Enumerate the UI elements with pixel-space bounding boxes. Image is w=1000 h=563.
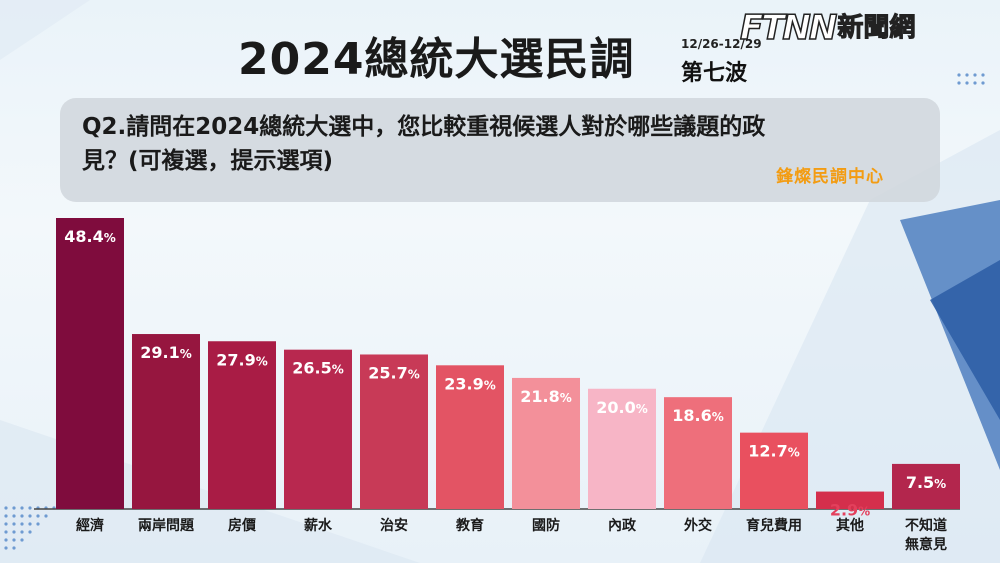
survey-wave: 第七波 — [681, 61, 748, 86]
ftnn-logo: FTNN 新聞網 — [739, 8, 916, 48]
bar — [664, 397, 732, 509]
category-label: 內政 — [608, 517, 637, 534]
value-label: 27.9% — [216, 350, 268, 369]
bar — [816, 491, 884, 509]
value-label: 2.9% — [830, 501, 870, 520]
value-label: 29.1% — [140, 343, 192, 362]
source-label: 鋒燦民調中心 — [776, 167, 884, 187]
category-label: 治安 — [380, 517, 408, 534]
bar — [208, 341, 276, 509]
question-line-1: Q2.請問在2024總統大選中，您比較重視候選人對於哪些議題的政 — [82, 114, 766, 140]
value-label: 7.5% — [906, 473, 946, 492]
value-label: 20.0% — [596, 398, 648, 417]
value-label: 18.6% — [672, 406, 724, 425]
category-label: 薪水 — [304, 517, 333, 534]
category-label: 房價 — [228, 517, 257, 534]
value-label: 21.8% — [520, 387, 572, 406]
value-label: 25.7% — [368, 363, 420, 382]
category-label: 教育 — [456, 517, 484, 534]
value-label: 48.4% — [64, 227, 116, 246]
bar — [740, 432, 808, 509]
page-title: 2024總統大選民調 — [238, 34, 635, 85]
dot-pattern-right — [957, 73, 985, 85]
category-label: 外交 — [684, 517, 712, 534]
bar — [132, 334, 200, 509]
dot-pattern-left — [4, 506, 56, 550]
question-text: Q2.請問在2024總統大選中，您比較重視候選人對於哪些議題的政 見？(可複選，… — [82, 110, 922, 178]
value-label: 23.9% — [444, 374, 496, 393]
category-label: 育兒費用 — [746, 517, 802, 534]
question-line-2: 見？(可複選，提示選項) — [82, 148, 334, 174]
bar — [892, 463, 960, 509]
survey-date: 12/26-12/29 — [681, 37, 762, 51]
bar — [360, 354, 428, 509]
bar — [588, 388, 656, 509]
bar — [284, 349, 352, 509]
category-label: 國防 — [532, 517, 560, 534]
bar — [56, 218, 124, 509]
question-box — [60, 98, 940, 202]
bar — [512, 377, 580, 509]
bar — [436, 365, 504, 509]
category-label: 其他 — [836, 517, 864, 534]
category-label: 不知道無意見 — [905, 517, 947, 553]
category-label: 經濟 — [76, 517, 104, 534]
logo-mark: FTNN — [739, 8, 838, 48]
value-label: 26.5% — [292, 359, 344, 378]
value-label: 12.7% — [748, 442, 800, 461]
logo-text: 新聞網 — [837, 13, 916, 44]
category-label: 兩岸問題 — [138, 517, 195, 534]
